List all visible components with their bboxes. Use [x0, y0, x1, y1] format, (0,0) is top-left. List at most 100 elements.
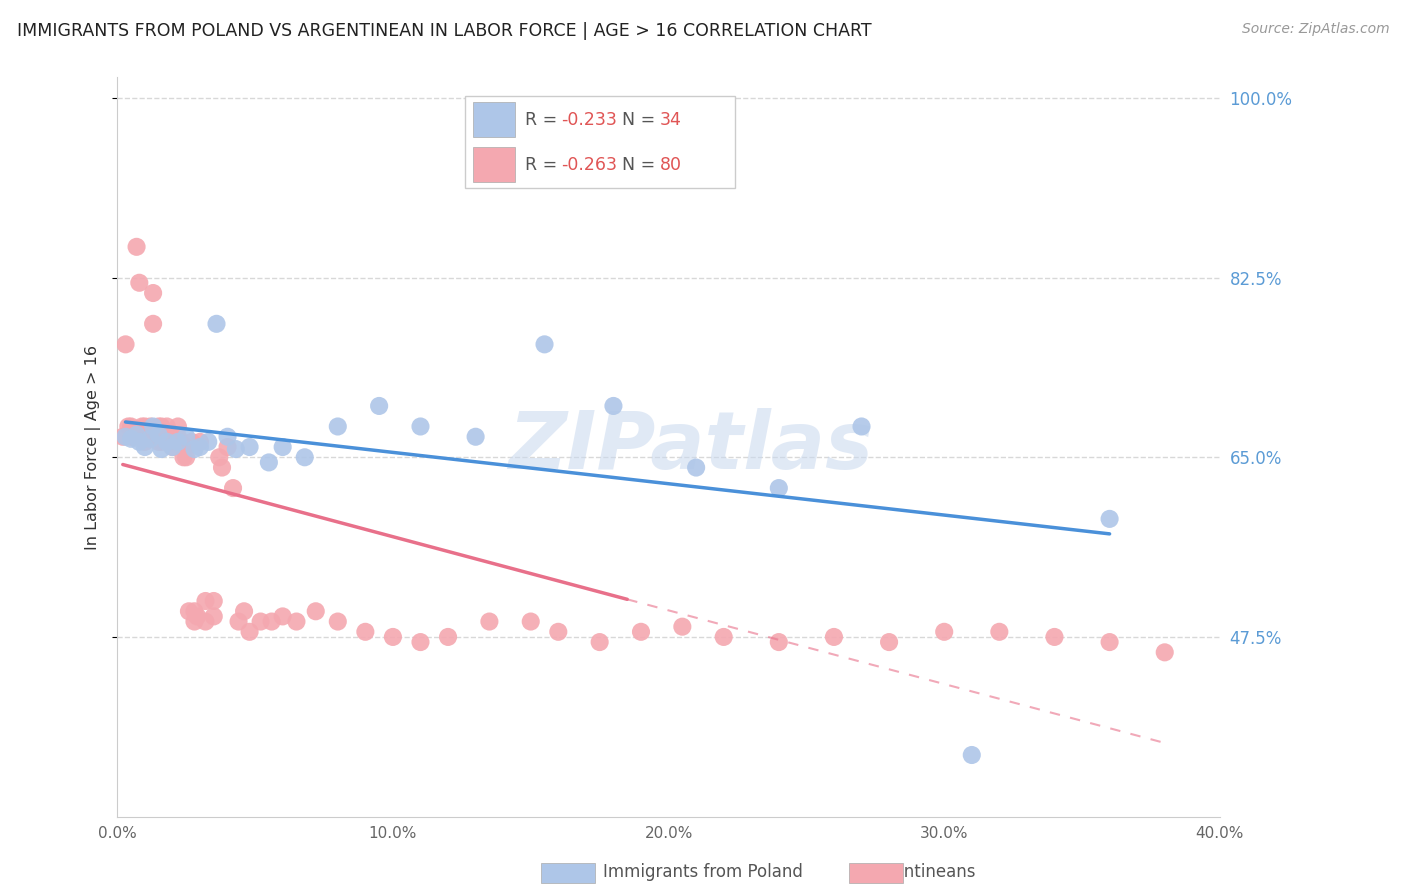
Point	[239, 624, 262, 639]
Point	[202, 609, 225, 624]
Point	[159, 434, 181, 449]
Point	[148, 434, 170, 449]
Point	[125, 240, 148, 254]
Point	[120, 432, 142, 446]
Text: N =: N =	[612, 156, 661, 174]
Point	[228, 615, 250, 629]
Point	[988, 624, 1011, 639]
Point	[162, 440, 184, 454]
Point	[114, 337, 136, 351]
Point	[823, 630, 845, 644]
Point	[134, 440, 156, 454]
Point	[285, 615, 308, 629]
Point	[153, 430, 176, 444]
Point	[354, 624, 377, 639]
Point	[934, 624, 956, 639]
Point	[183, 442, 205, 456]
Point	[111, 430, 134, 444]
Point	[169, 434, 191, 449]
Point	[114, 430, 136, 444]
Point	[128, 276, 150, 290]
Point	[150, 419, 173, 434]
Point	[183, 615, 205, 629]
Point	[131, 419, 153, 434]
Point	[233, 604, 256, 618]
Point	[165, 434, 187, 449]
Point	[174, 430, 197, 444]
Text: Immigrants from Poland: Immigrants from Poland	[603, 863, 803, 881]
Text: R =: R =	[526, 111, 562, 128]
Point	[139, 430, 162, 444]
Point	[194, 594, 217, 608]
Point	[120, 430, 142, 444]
Text: N =: N =	[612, 111, 661, 128]
Point	[217, 430, 239, 444]
Text: -0.233: -0.233	[561, 111, 617, 128]
Point	[1153, 645, 1175, 659]
Point	[188, 434, 211, 449]
Point	[960, 747, 983, 762]
Point	[148, 427, 170, 442]
Point	[533, 337, 555, 351]
Point	[851, 419, 873, 434]
Point	[139, 419, 162, 434]
Text: R =: R =	[526, 156, 562, 174]
Point	[271, 609, 294, 624]
Point	[174, 450, 197, 465]
Point	[409, 635, 432, 649]
Point	[464, 430, 486, 444]
Point	[1098, 512, 1121, 526]
Point	[202, 594, 225, 608]
Point	[142, 317, 165, 331]
FancyBboxPatch shape	[474, 147, 516, 182]
Text: IMMIGRANTS FROM POLAND VS ARGENTINEAN IN LABOR FORCE | AGE > 16 CORRELATION CHAR: IMMIGRANTS FROM POLAND VS ARGENTINEAN IN…	[17, 22, 872, 40]
Point	[217, 440, 239, 454]
FancyBboxPatch shape	[464, 96, 735, 188]
Point	[183, 604, 205, 618]
Point	[588, 635, 610, 649]
Point	[326, 419, 349, 434]
Point	[437, 630, 460, 644]
Point	[186, 609, 208, 624]
Point	[877, 635, 900, 649]
Point	[249, 615, 271, 629]
Point	[180, 434, 202, 449]
Point	[174, 440, 197, 454]
Point	[134, 434, 156, 449]
Point	[122, 430, 145, 444]
Text: Source: ZipAtlas.com: Source: ZipAtlas.com	[1241, 22, 1389, 37]
Point	[142, 419, 165, 434]
Text: -0.263: -0.263	[561, 156, 617, 174]
Point	[162, 430, 184, 444]
Text: ZIPatlas: ZIPatlas	[508, 408, 873, 486]
Point	[208, 450, 231, 465]
Point	[260, 615, 283, 629]
Point	[409, 419, 432, 434]
Point	[194, 615, 217, 629]
Point	[150, 434, 173, 449]
Point	[294, 450, 316, 465]
FancyBboxPatch shape	[474, 102, 516, 137]
Point	[156, 419, 179, 434]
Point	[156, 434, 179, 449]
Text: 80: 80	[659, 156, 682, 174]
Point	[134, 419, 156, 434]
Point	[150, 442, 173, 456]
Point	[128, 430, 150, 444]
Point	[222, 481, 245, 495]
Point	[172, 450, 194, 465]
Point	[225, 442, 247, 456]
Y-axis label: In Labor Force | Age > 16: In Labor Force | Age > 16	[86, 344, 101, 549]
Point	[768, 481, 790, 495]
Point	[148, 419, 170, 434]
Text: 34: 34	[659, 111, 682, 128]
Point	[257, 455, 280, 469]
Point	[125, 427, 148, 442]
Point	[768, 635, 790, 649]
Point	[305, 604, 328, 618]
Point	[167, 430, 190, 444]
Point	[1098, 635, 1121, 649]
Point	[139, 432, 162, 446]
Point	[1043, 630, 1066, 644]
Point	[148, 430, 170, 444]
